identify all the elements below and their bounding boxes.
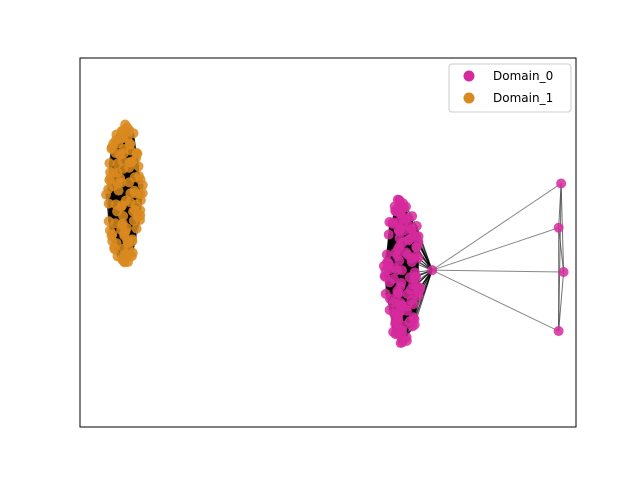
node-domain-0-40 — [380, 288, 391, 299]
hub-outlier-edge-3 — [431, 269, 559, 332]
node-domain-0-74 — [411, 250, 422, 261]
node-domain-0-67 — [382, 257, 393, 268]
node-domain-1-17 — [111, 238, 122, 249]
node-domain-1-27 — [131, 223, 142, 234]
node-domain-1-20 — [127, 234, 138, 245]
hub-outlier-edge-2 — [432, 269, 564, 273]
hub-outlier-edge-1 — [432, 227, 559, 271]
hub-outlier-edge-0 — [431, 183, 562, 271]
node-domain-0-120 — [427, 265, 438, 276]
node-domain-1-33 — [117, 218, 128, 229]
node-domain-1-25 — [104, 225, 115, 236]
outlier-edge-2-3 — [558, 271, 565, 332]
legend: Domain_0 Domain_1 — [448, 63, 572, 113]
node-domain-0-58 — [409, 267, 420, 278]
node-domain-0-121 — [556, 178, 567, 189]
legend-label-domain-1: Domain_1 — [493, 91, 553, 105]
axes-frame — [79, 57, 577, 428]
node-domain-1-71 — [133, 170, 144, 181]
node-domain-0-49 — [396, 277, 407, 288]
node-domain-0-119 — [394, 195, 405, 206]
node-domain-0-124 — [553, 326, 564, 337]
node-domain-0-106 — [407, 211, 418, 222]
node-domain-0-22 — [408, 312, 419, 323]
outlier-edge-1-2 — [558, 227, 565, 273]
node-domain-0-122 — [553, 222, 564, 233]
legend-marker-domain-0 — [463, 70, 475, 82]
node-domain-0-90 — [383, 229, 394, 240]
node-domain-0-101 — [384, 217, 395, 228]
node-domain-1-49 — [103, 198, 114, 209]
plot-area — [80, 58, 576, 427]
node-domain-0-10 — [388, 326, 399, 337]
node-domain-0-77 — [400, 247, 411, 258]
node-domain-0-75 — [381, 249, 392, 260]
node-domain-1-109 — [120, 119, 131, 130]
node-domain-0-123 — [558, 267, 569, 278]
node-domain-1-78 — [104, 158, 115, 169]
node-domain-0-27 — [384, 305, 395, 316]
node-domain-0-97 — [411, 220, 422, 231]
legend-marker-domain-1 — [463, 92, 475, 104]
legend-box — [448, 63, 572, 113]
nodes-layer — [101, 119, 569, 349]
legend-label-domain-0: Domain_0 — [493, 69, 553, 83]
node-domain-1-32 — [103, 216, 114, 227]
node-domain-1-52 — [120, 195, 131, 206]
node-domain-1-58 — [129, 185, 140, 196]
